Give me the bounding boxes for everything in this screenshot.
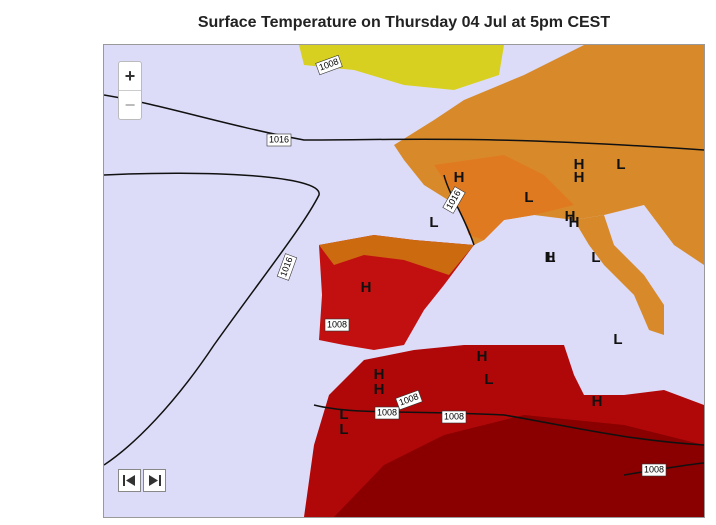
pressure-center: H	[454, 169, 465, 186]
pressure-center: H	[574, 156, 585, 173]
pressure-center: L	[613, 331, 622, 348]
pressure-center: H	[574, 169, 585, 186]
land-uk	[299, 45, 504, 90]
label-box	[441, 410, 467, 424]
pressure-center: L	[429, 214, 438, 231]
pressure-center: H	[545, 249, 556, 266]
isobar	[313, 404, 704, 446]
time-controls	[118, 469, 168, 492]
pressure-center: L	[524, 189, 533, 206]
label-box	[266, 133, 292, 147]
isobar	[623, 462, 704, 476]
land-france-south	[434, 155, 574, 240]
label-box	[442, 186, 466, 214]
pressure-center: H	[374, 381, 385, 398]
zoom-control: + −	[118, 61, 142, 120]
land-italy	[574, 215, 664, 335]
isobar-label: 1008	[374, 406, 400, 420]
label-box	[641, 463, 667, 477]
pressure-center: H	[569, 214, 580, 231]
label-box	[374, 406, 400, 420]
zoom-out-button[interactable]: −	[124, 95, 136, 115]
previous-button[interactable]	[118, 469, 141, 492]
isobar-value: 1008	[327, 319, 347, 329]
pressure-center: H	[477, 348, 488, 365]
pressure-center: H	[565, 208, 576, 225]
pressure-center: L	[339, 421, 348, 438]
pressure-center: L	[591, 249, 600, 266]
pressure-center: L	[339, 406, 348, 423]
isobar-label: 1008	[441, 410, 467, 424]
pressure-center: H	[361, 279, 372, 296]
isobar-label: 1008	[315, 54, 343, 76]
isobar-label: 1016	[276, 253, 298, 281]
isobar-value: 1008	[444, 411, 464, 421]
label-box	[276, 253, 298, 281]
isobar-value: 1008	[377, 407, 397, 417]
isobar-value: 1008	[644, 464, 664, 474]
isobar-label: 1016	[266, 133, 292, 147]
pressure-center: L	[616, 156, 625, 173]
pressure-center: L	[546, 249, 555, 266]
isobar-label: 1008	[324, 318, 350, 332]
land-iberia-north	[319, 235, 474, 275]
isobar-label: 1008	[395, 389, 423, 411]
isobar	[104, 94, 704, 151]
map-title: Surface Temperature on Thursday 04 Jul a…	[197, 14, 611, 31]
isobar-label: 1008	[641, 463, 667, 477]
pressure-center: L	[484, 371, 493, 388]
land-sahara	[334, 415, 704, 517]
pressure-center: H	[592, 393, 603, 410]
isobar-value: 1016	[269, 134, 289, 144]
next-button[interactable]	[143, 469, 166, 492]
isobar	[104, 172, 320, 466]
pressure-center: H	[374, 366, 385, 383]
label-box	[395, 389, 423, 411]
label-box	[324, 318, 350, 332]
zoom-in-button[interactable]: +	[119, 62, 141, 91]
label-box	[315, 54, 343, 76]
